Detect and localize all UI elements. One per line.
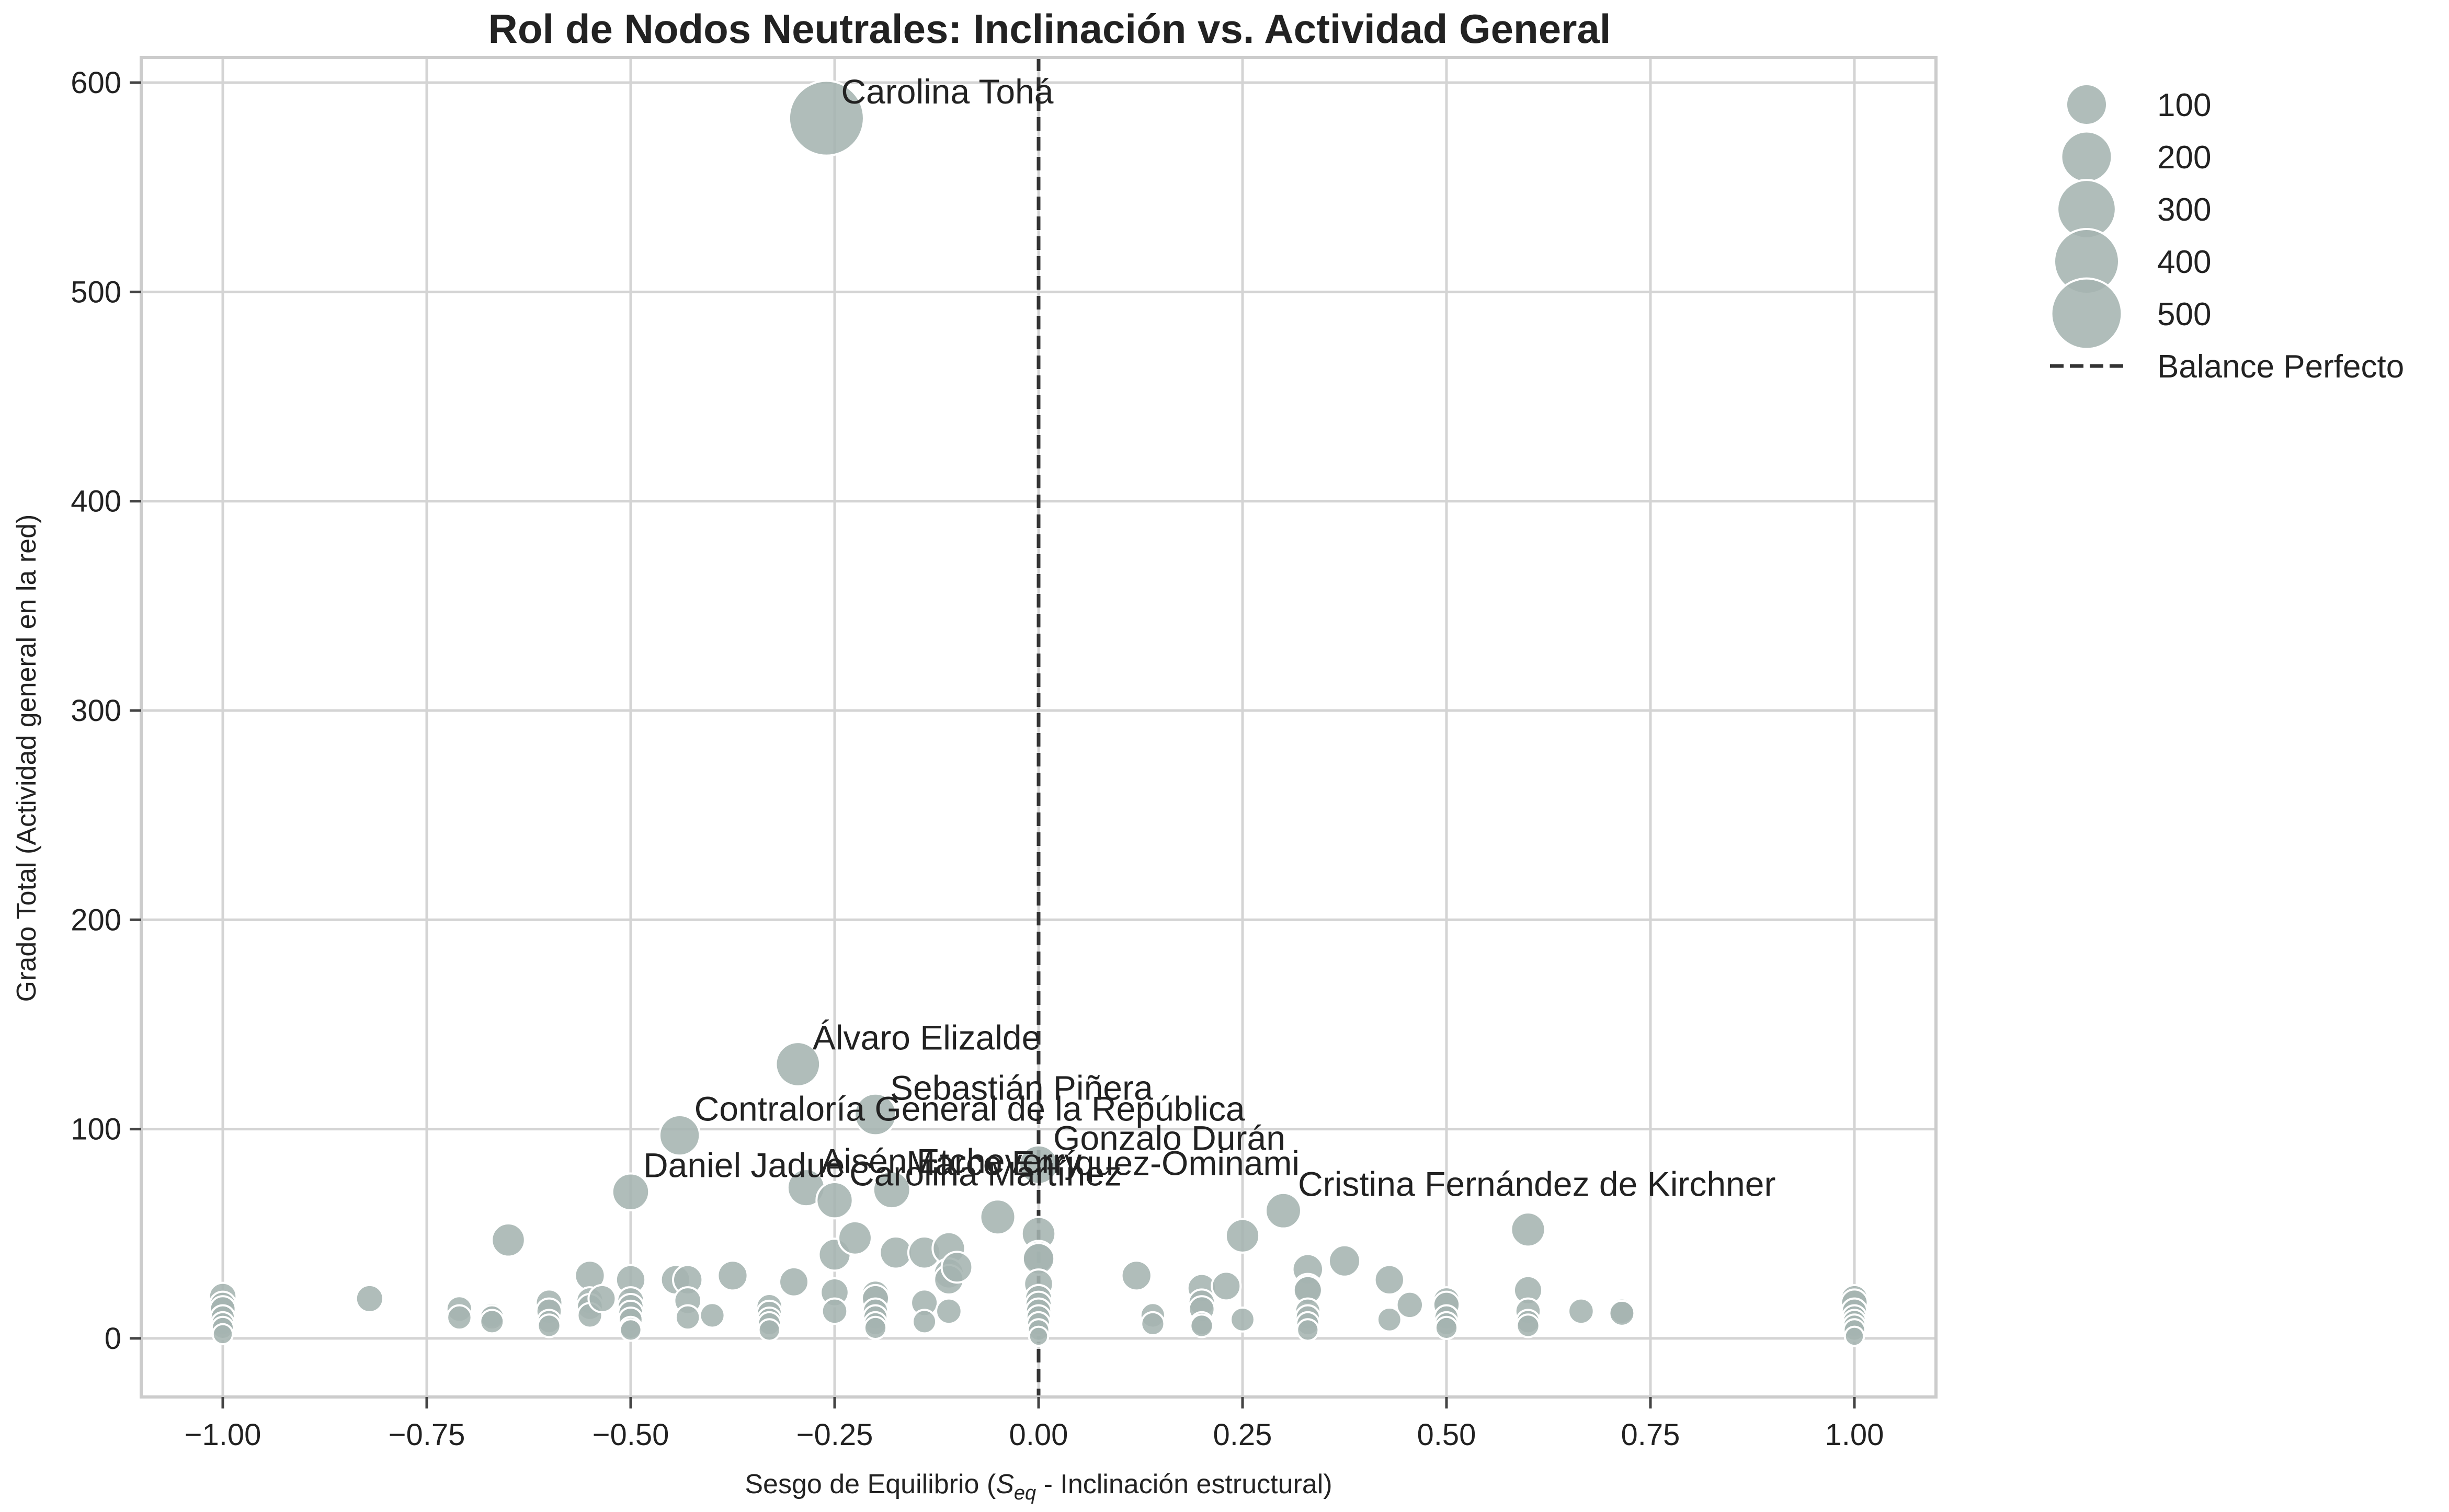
y-tick-label: 300 (71, 694, 121, 728)
data-point (1567, 1297, 1595, 1325)
legend: 100 200 300 400 500 Balance Perfecto (2050, 83, 2404, 385)
y-tick-label: 100 (71, 1113, 121, 1147)
point-annotation-label: Aisén Etcheverry (821, 1142, 1081, 1181)
data-point (1189, 1313, 1214, 1338)
x-tick-label: −0.50 (593, 1418, 669, 1452)
data-point (446, 1304, 473, 1331)
data-point (1510, 1211, 1546, 1248)
x-axis-label: Sesgo de Equilibrio (Seq - Inclinación e… (745, 1469, 1332, 1504)
legend-size-marker (2050, 277, 2123, 350)
x-tick-label: 1.00 (1825, 1418, 1884, 1452)
data-point (1229, 1306, 1256, 1333)
data-point (1516, 1313, 1541, 1338)
point-annotation-label: Daniel Jadue (643, 1146, 845, 1185)
data-point (837, 1220, 873, 1256)
legend-size-label: 500 (2157, 296, 2211, 333)
data-point (674, 1304, 701, 1331)
data-point (1376, 1306, 1403, 1333)
point-annotation-label: Carolina Tohá (841, 72, 1053, 111)
data-point (912, 1309, 938, 1335)
data-point (757, 1318, 781, 1342)
y-tick-label: 0 (105, 1322, 121, 1356)
data-point (1120, 1259, 1153, 1292)
legend-size-label: 400 (2157, 244, 2211, 280)
legend-size-marker (2060, 130, 2113, 184)
y-tick-label: 500 (71, 275, 121, 309)
data-point (1434, 1315, 1459, 1341)
y-axis-label: Grado Total (Actividad general en la red… (12, 514, 42, 1002)
x-tick-label: −0.25 (796, 1418, 873, 1452)
chart-title: Rol de Nodos Neutrales: Inclinación vs. … (488, 6, 1611, 52)
x-tick-label: 0.00 (1009, 1418, 1068, 1452)
legend-size-label: 300 (2157, 192, 2211, 228)
data-point (1296, 1318, 1320, 1342)
data-point (1608, 1299, 1636, 1327)
point-annotation-label: Gonzalo Durán (1053, 1119, 1285, 1158)
annotated-data-point (658, 1114, 701, 1157)
data-point (1373, 1264, 1405, 1296)
x-axis-label-var: S (996, 1469, 1014, 1499)
legend-size-label: 100 (2157, 87, 2211, 123)
y-tick-label: 200 (71, 903, 121, 937)
data-point (699, 1302, 726, 1329)
data-point (940, 1251, 974, 1284)
legend-size-marker (2065, 83, 2108, 126)
data-point (1224, 1218, 1261, 1254)
data-point (1843, 1325, 1865, 1347)
x-axis-label-before: Sesgo de Equilibrio ( (745, 1469, 996, 1499)
legend-size-label: 200 (2157, 140, 2211, 176)
point-annotation-label: Carolina Martínez (849, 1154, 1122, 1193)
x-tick-label: 0.75 (1621, 1418, 1680, 1452)
x-tick-label: 0.50 (1417, 1418, 1476, 1452)
annotated-data-point (774, 1041, 822, 1087)
data-point (879, 1235, 913, 1270)
point-annotation-label: Álvaro Elizalde (813, 1018, 1041, 1057)
x-tick-label: −1.00 (185, 1418, 261, 1452)
data-point (587, 1284, 617, 1313)
annotated-data-point (1265, 1192, 1302, 1230)
legend-balance-label: Balance Perfecto (2157, 349, 2404, 385)
data-point (979, 1198, 1017, 1236)
point-annotation-label: Sebastián Piñera (890, 1069, 1153, 1107)
point-annotation-label: Marco Enríquez-Ominami (906, 1144, 1300, 1183)
x-axis-label-sub: eq (1014, 1482, 1036, 1504)
axis-ticks: −1.00 −0.75 −0.50 −0.25 0.00 0.25 0.50 0.75 1.00… (71, 66, 1884, 1452)
data-point (355, 1284, 384, 1313)
annotated-data-point (611, 1172, 651, 1211)
annotated-data-point (1018, 1144, 1059, 1185)
data-point (821, 1297, 849, 1325)
data-point (778, 1266, 810, 1298)
x-axis-label-after: - Inclinación estructural) (1036, 1469, 1332, 1499)
data-point (1028, 1325, 1050, 1347)
data-point (619, 1318, 643, 1342)
point-annotations: Carolina Tohá Álvaro Elizalde Sebastián Pi… (643, 72, 1775, 1204)
y-tick-label: 600 (71, 66, 121, 100)
data-point (863, 1315, 888, 1341)
annotated-data-point (853, 1092, 897, 1137)
data-point (935, 1297, 963, 1325)
data-point (1395, 1290, 1425, 1320)
annotated-data-point (815, 1181, 854, 1220)
point-annotation-label: Cristina Fernández de Kirchner (1298, 1165, 1775, 1204)
data-point (716, 1259, 749, 1292)
data-points (208, 79, 1870, 1347)
data-point (479, 1309, 505, 1335)
x-tick-label: 0.25 (1213, 1418, 1272, 1452)
data-point (491, 1222, 526, 1258)
point-annotation-label: Contraloría General de la República (694, 1090, 1245, 1128)
annotated-data-point (788, 79, 865, 157)
y-tick-label: 400 (71, 485, 121, 519)
data-point (1140, 1311, 1166, 1336)
data-point (537, 1313, 562, 1338)
x-tick-label: −0.75 (389, 1418, 465, 1452)
annotated-data-point (872, 1170, 912, 1210)
data-point (1211, 1270, 1242, 1302)
data-point (211, 1323, 234, 1346)
data-point (1328, 1244, 1361, 1278)
